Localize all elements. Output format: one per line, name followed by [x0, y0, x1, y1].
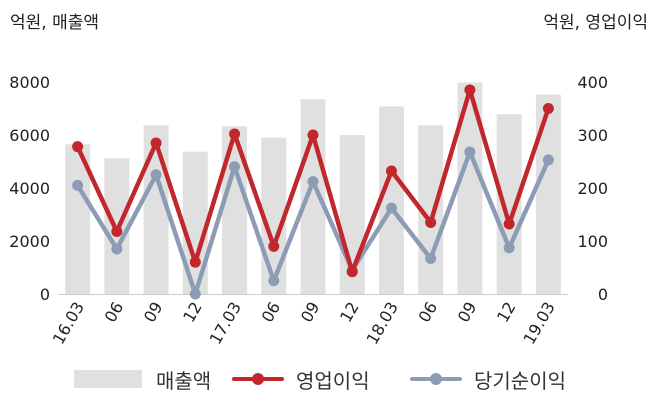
legend-item-operating-profit: 영업이익	[232, 366, 370, 393]
point-net-income-8	[385, 202, 397, 214]
point-operating-profit-2	[150, 137, 162, 149]
point-net-income-6	[307, 176, 319, 188]
x-tick-label: 06	[101, 299, 128, 326]
x-tick-label: 17.03	[206, 299, 245, 348]
point-operating-profit-5	[268, 240, 280, 252]
right-axis-ticks: 400 300 200 100 0	[577, 73, 608, 304]
x-tick-label: 09	[454, 299, 481, 326]
left-tick-label: 2000	[9, 232, 50, 251]
point-net-income-9	[425, 252, 437, 264]
bar-revenue-4	[222, 126, 248, 294]
right-tick-label: 0	[598, 285, 608, 304]
point-net-income-10	[464, 146, 476, 158]
left-tick-label: 8000	[9, 73, 50, 92]
point-operating-profit-10	[464, 84, 476, 96]
bar-revenue-12	[535, 94, 561, 294]
left-tick-label: 6000	[9, 126, 50, 145]
point-net-income-5	[268, 275, 280, 287]
right-tick-label: 300	[577, 126, 608, 145]
point-net-income-3	[189, 288, 201, 300]
left-axis-unit-label: 억원, 매출액	[10, 13, 100, 33]
left-axis-ticks: 8000 6000 4000 2000 0	[9, 73, 50, 304]
point-operating-profit-4	[229, 128, 241, 140]
point-net-income-12	[542, 154, 554, 166]
point-operating-profit-9	[425, 216, 437, 228]
legend-label-revenue: 매출액	[156, 368, 212, 393]
x-tick-label: 18.03	[363, 299, 402, 348]
point-operating-profit-11	[503, 218, 515, 230]
point-operating-profit-7	[346, 266, 358, 278]
point-operating-profit-8	[385, 165, 397, 177]
x-tick-label: 09	[297, 299, 324, 326]
x-tick-label: 12	[493, 299, 520, 326]
legend-label-operating-profit: 영업이익	[296, 368, 370, 393]
point-net-income-0	[72, 179, 84, 191]
legend-swatch-revenue	[74, 370, 142, 388]
legend-label-net-income: 당기순이익	[474, 368, 566, 393]
point-net-income-2	[150, 169, 162, 181]
point-operating-profit-12	[542, 103, 554, 114]
x-tick-label: 09	[140, 299, 167, 326]
legend-item-net-income: 당기순이익	[410, 366, 566, 393]
x-tick-label: 12	[179, 299, 206, 326]
legend-swatch-net-income	[410, 369, 462, 389]
point-operating-profit-6	[307, 129, 319, 141]
x-tick-label: 16.03	[49, 299, 88, 348]
point-net-income-4	[229, 161, 241, 173]
point-net-income-1	[111, 243, 123, 255]
legend-swatch-operating-profit	[232, 369, 284, 389]
bar-revenue-2	[143, 125, 169, 294]
point-operating-profit-0	[72, 141, 84, 153]
legend-item-revenue: 매출액	[74, 366, 212, 393]
point-net-income-11	[503, 242, 515, 254]
x-tick-label: 06	[415, 299, 442, 326]
right-tick-label: 200	[577, 179, 608, 198]
x-tick-label: 12	[336, 299, 363, 326]
x-tick-label: 19.03	[519, 299, 558, 348]
bar-revenue-8	[378, 106, 404, 294]
left-tick-label: 0	[40, 285, 50, 304]
right-tick-label: 100	[577, 232, 608, 251]
point-operating-profit-1	[111, 225, 123, 237]
right-axis-unit-label: 억원, 영업이익	[543, 13, 648, 33]
point-operating-profit-3	[189, 256, 201, 268]
line-series	[72, 84, 554, 300]
left-tick-label: 4000	[9, 179, 50, 198]
right-tick-label: 400	[577, 73, 608, 92]
x-tick-label: 06	[258, 299, 285, 326]
x-axis-ticks: 16.03 06 09 12 17.03 06 09 12 18.03 06 09 12 19.03	[49, 299, 559, 348]
